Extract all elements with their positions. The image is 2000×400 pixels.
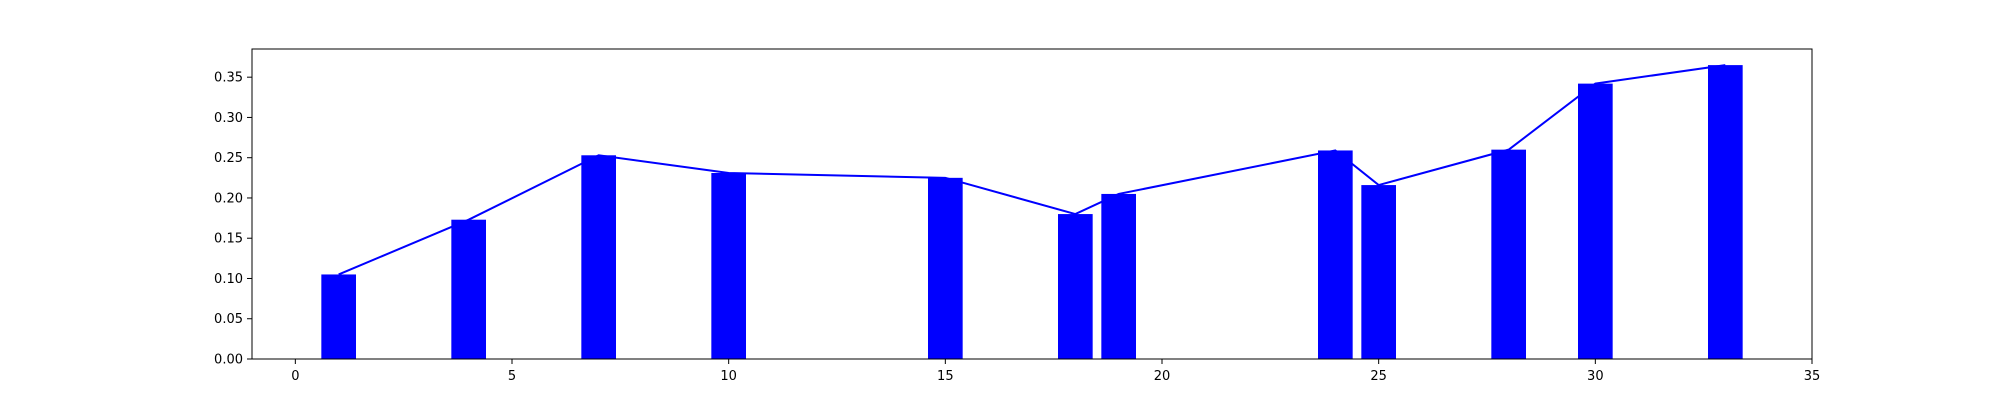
x-tick-label-15: 15 xyxy=(937,369,954,384)
y-tick-label-0.3: 0.30 xyxy=(214,111,243,126)
y-tick-label-0: 0.00 xyxy=(214,353,243,368)
y-tick-label-0.1: 0.10 xyxy=(214,272,243,287)
series-line xyxy=(338,64,1726,276)
bar-7 xyxy=(581,155,616,359)
y-tick-label-0.2: 0.20 xyxy=(214,191,243,206)
y-axis: 0.00 0.05 0.10 0.15 0.20 0.25 0.30 0.35 xyxy=(214,71,252,368)
y-tick-label-0.35: 0.35 xyxy=(214,71,243,86)
bar-33 xyxy=(1708,65,1743,360)
bar-15 xyxy=(928,177,963,359)
y-tick-label-0.25: 0.25 xyxy=(214,151,243,166)
bar-25 xyxy=(1361,185,1396,359)
y-tick-label-0.05: 0.05 xyxy=(214,312,243,327)
x-tick-label-10: 10 xyxy=(720,369,737,384)
bar-18 xyxy=(1058,214,1093,359)
line-layer xyxy=(338,64,1726,276)
x-tick-label-35: 35 xyxy=(1804,369,1821,384)
y-tick-label-0.15: 0.15 xyxy=(214,232,243,247)
bars-group xyxy=(321,65,1743,360)
x-axis: 0 5 10 15 20 25 30 35 xyxy=(291,359,1820,384)
plot-area-frame xyxy=(251,48,1813,360)
bar-4 xyxy=(451,219,486,359)
bar-28 xyxy=(1491,149,1526,359)
x-tick-label-25: 25 xyxy=(1370,369,1387,384)
bar-24 xyxy=(1318,150,1353,359)
bar-10 xyxy=(711,173,746,359)
x-tick-label-0: 0 xyxy=(291,369,299,384)
x-tick-label-20: 20 xyxy=(1154,369,1171,384)
bar-30 xyxy=(1578,83,1613,359)
bar-19 xyxy=(1101,193,1136,359)
x-tick-label-5: 5 xyxy=(508,369,516,384)
x-tick-label-30: 30 xyxy=(1587,369,1604,384)
bar-1 xyxy=(321,274,356,359)
